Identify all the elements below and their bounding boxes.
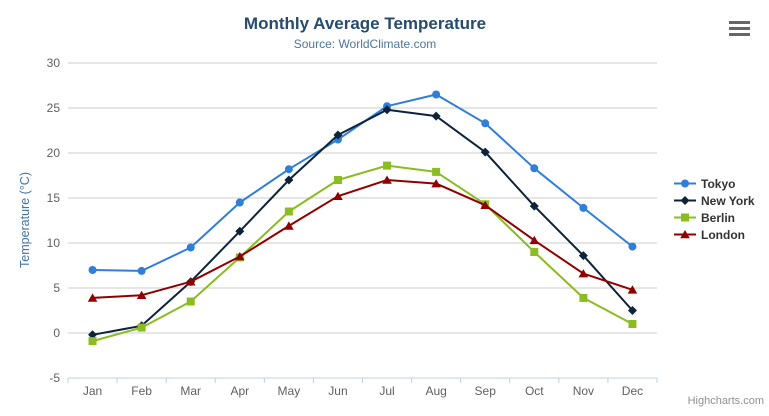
london-point-dec[interactable]	[627, 285, 638, 294]
london-point-apr[interactable]	[234, 252, 245, 261]
tokyo-point-oct[interactable]	[530, 164, 539, 173]
berlin-point-oct[interactable]	[530, 248, 539, 256]
london-point-nov[interactable]	[578, 269, 589, 278]
london-point-jul[interactable]	[382, 175, 392, 184]
tokyo-point-apr[interactable]	[235, 198, 244, 207]
legend-item-london[interactable]: London	[674, 227, 755, 242]
tokyo-point-dec[interactable]	[628, 242, 637, 251]
x-tick-label: Apr	[230, 384, 249, 398]
y-tick-label: 15	[47, 191, 61, 205]
legend-label: Berlin	[701, 210, 736, 225]
hamburger-bar	[729, 33, 750, 36]
chart-title: Monthly Average Temperature	[243, 14, 487, 33]
y-tick-label: 0	[53, 326, 60, 340]
legend-marker-diamond-icon	[674, 196, 696, 205]
y-tick-label: -5	[49, 371, 60, 385]
berlin-point-may[interactable]	[284, 207, 293, 216]
tokyo-point-nov[interactable]	[579, 203, 588, 212]
new-york-point-aug[interactable]	[431, 111, 441, 121]
london-point-oct[interactable]	[529, 235, 540, 245]
tokyo-point-may[interactable]	[284, 165, 293, 174]
new-york-point-jul[interactable]	[382, 105, 392, 115]
berlin-point-jan[interactable]	[88, 337, 97, 346]
y-tick-label: 30	[47, 56, 61, 70]
legend-marker-square-icon	[674, 213, 696, 222]
hamburger-bar	[729, 27, 750, 30]
tokyo-point-jan[interactable]	[88, 266, 97, 274]
legend-item-tokyo[interactable]: Tokyo	[674, 176, 755, 191]
legend-marker-circle-icon	[674, 179, 696, 188]
x-tick-label: Dec	[622, 384, 643, 398]
london-point-feb[interactable]	[136, 290, 147, 299]
legend-item-berlin[interactable]: Berlin	[674, 210, 755, 225]
berlin-point-feb[interactable]	[137, 323, 146, 332]
x-tick-label: Jun	[328, 384, 347, 398]
london-point-sep[interactable]	[480, 200, 491, 209]
series-line-tokyo[interactable]	[92, 93, 634, 272]
hamburger-bar	[729, 21, 750, 24]
london-point-mar[interactable]	[185, 277, 196, 286]
series-line-new-york[interactable]	[92, 108, 634, 336]
y-tick-label: 5	[53, 281, 60, 295]
new-york-point-dec[interactable]	[627, 306, 637, 315]
hamburger-menu-icon[interactable]	[729, 21, 750, 36]
y-axis-title: Temperature (°C)	[18, 172, 32, 268]
tokyo-point-sep[interactable]	[481, 119, 490, 128]
y-tick-label: 10	[47, 236, 61, 250]
berlin-point-mar[interactable]	[186, 297, 195, 306]
x-tick-label: Feb	[131, 384, 152, 398]
berlin-point-aug[interactable]	[432, 167, 441, 176]
london-point-jan[interactable]	[87, 293, 98, 302]
chart-subtitle: Source: WorldClimate.com	[293, 37, 437, 51]
tokyo-point-mar[interactable]	[186, 243, 195, 252]
series-line-london[interactable]	[92, 179, 633, 299]
tokyo-point-aug[interactable]	[432, 90, 441, 99]
new-york-point-nov[interactable]	[578, 251, 588, 261]
series-line-berlin[interactable]	[92, 164, 633, 343]
london-point-aug[interactable]	[431, 179, 441, 188]
x-tick-label: Sep	[475, 384, 497, 398]
x-tick-label: May	[278, 384, 301, 398]
x-tick-label: Aug	[425, 384, 446, 398]
x-tick-label: Oct	[525, 384, 544, 398]
x-tick-label: Nov	[573, 384, 594, 398]
y-tick-label: 20	[47, 146, 61, 160]
x-tick-label: Mar	[180, 384, 201, 398]
berlin-point-jul[interactable]	[383, 161, 392, 170]
berlin-point-nov[interactable]	[579, 293, 588, 302]
berlin-point-dec[interactable]	[628, 320, 637, 328]
x-tick-label: Jan	[83, 384, 102, 398]
new-york-point-may[interactable]	[284, 175, 294, 185]
highcharts-credit[interactable]: Highcharts.com	[687, 395, 764, 407]
tokyo-point-feb[interactable]	[137, 266, 146, 275]
legend-marker-triangle-icon	[674, 230, 696, 239]
london-point-may[interactable]	[284, 221, 294, 230]
new-york-point-jun[interactable]	[333, 130, 343, 140]
x-tick-label: Jul	[379, 384, 394, 398]
new-york-point-jan[interactable]	[88, 330, 98, 340]
y-tick-label: 25	[47, 101, 61, 115]
legend-label: London	[701, 227, 745, 242]
london-point-jun[interactable]	[333, 191, 343, 200]
new-york-point-sep[interactable]	[480, 147, 490, 157]
legend-label: Tokyo	[701, 176, 736, 191]
legend: Tokyo New York Berlin London	[674, 176, 755, 242]
berlin-point-jun[interactable]	[333, 176, 342, 184]
legend-item-new-york[interactable]: New York	[674, 193, 755, 208]
new-york-point-oct[interactable]	[529, 201, 539, 211]
new-york-point-apr[interactable]	[235, 226, 245, 236]
legend-label: New York	[701, 193, 755, 208]
